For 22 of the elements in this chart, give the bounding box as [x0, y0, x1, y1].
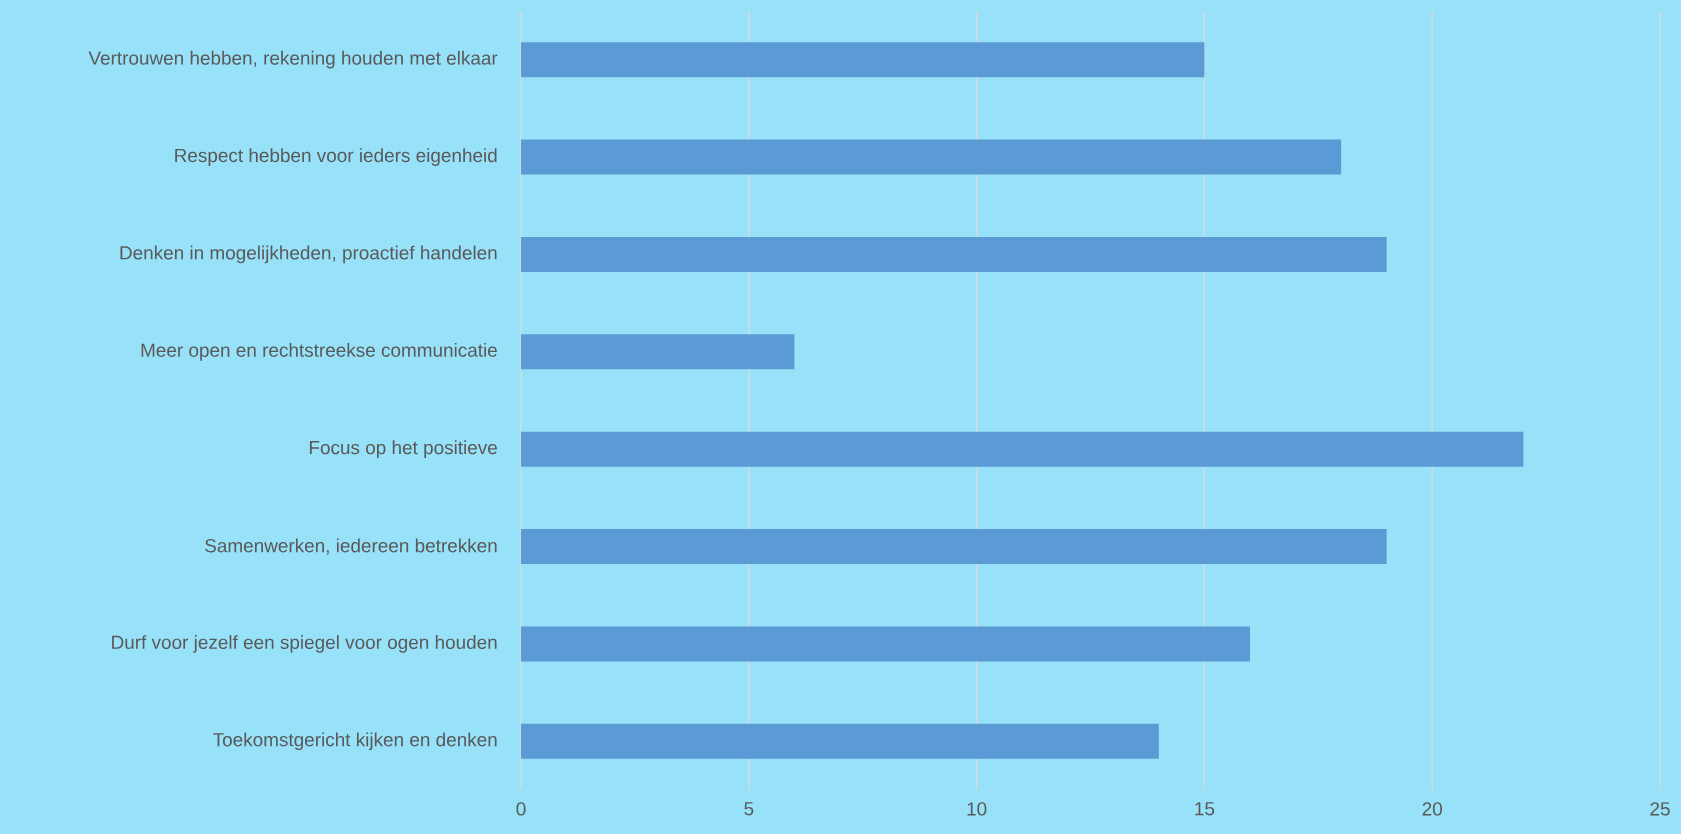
y-tick-label: Respect hebben voor ieders eigenheid [175, 148, 497, 166]
x-tick-label: 15 [1195, 802, 1215, 816]
x-tick-label: 10 [967, 802, 987, 816]
bar [521, 139, 1342, 175]
y-tick-label: Denken in mogelijkheden, proactief handelen [120, 245, 497, 264]
bar [521, 723, 1159, 759]
bar [521, 42, 1205, 78]
bar [521, 431, 1524, 467]
y-tick-label: Vertrouwen hebben, rekening houden met elkaar [88, 50, 498, 69]
bar [521, 529, 1387, 565]
x-tick-label: 25 [1650, 802, 1670, 816]
bar [521, 236, 1387, 272]
y-tick-label: Meer open en rechtstreekse communicatie [141, 342, 497, 361]
bar [521, 626, 1250, 662]
x-tick-label: 0 [516, 802, 526, 816]
y-tick-label: Samenwerken, iedereen betrekken [205, 538, 497, 555]
x-tick-label: 5 [744, 802, 754, 816]
x-tick-label: 20 [1422, 802, 1442, 816]
y-tick-label: Toekomstgericht kijken en denken [213, 732, 497, 751]
bar [521, 334, 795, 370]
y-tick-label: Focus op het positieve [309, 440, 497, 458]
y-tick-label: Durf voor jezelf een spiegel voor ogen houden [112, 635, 497, 653]
